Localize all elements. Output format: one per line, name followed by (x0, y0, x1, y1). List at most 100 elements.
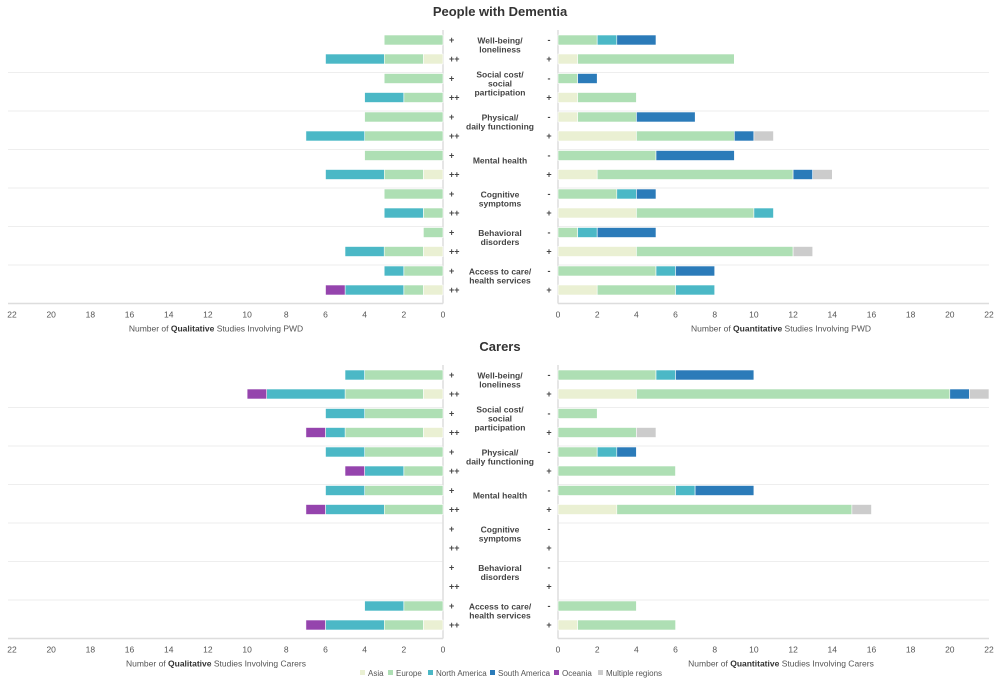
bar-segment-pwd-left-behavioral-disorders-north-america (344, 246, 385, 257)
right-sign-label: + (546, 131, 551, 141)
bar-segment-carers-right-mental-health-europe (616, 504, 853, 515)
bar-segment-pwd-right-mental-health-europe (557, 150, 657, 161)
panel-title-pwd: People with Dementia (433, 4, 568, 19)
left-tick-label: 18 (86, 310, 96, 320)
right-sign-label: - (548, 409, 551, 419)
bar-segment-pwd-right-mental-health-south-america (655, 150, 735, 161)
left-tick-label: 12 (203, 645, 213, 655)
left-tick-label: 10 (242, 645, 252, 655)
left-tick-label: 14 (164, 310, 174, 320)
panel-carers: Well-being/loneliness+ -++ +Social cost/so… (7, 365, 994, 669)
category-label-behavioral-disorders: Behavioral disorders (478, 228, 521, 247)
bar-segment-pwd-right-well-being-loneliness-asia (557, 53, 578, 65)
legend-label-europe: Europe (396, 669, 422, 678)
right-sign-label: - (548, 266, 551, 276)
right-sign-label: - (548, 151, 551, 161)
bar-segment-carers-right-social-cost-social-participation-europe (557, 408, 598, 419)
right-sign-label: + (546, 247, 551, 257)
bar-segment-pwd-left-behavioral-disorders-asia (423, 246, 444, 257)
legend: Asia Europe North America South America Ocea… (360, 669, 662, 678)
bar-segment-pwd-left-access-to-care-health-services-north-america (344, 284, 405, 296)
left-sign-label: ++ (449, 543, 460, 553)
left-tick-label: 0 (441, 310, 446, 320)
right-sign-label: + (546, 620, 551, 630)
panel-pwd: Well-being/loneliness+ -++ +Social cost/so… (7, 30, 994, 334)
bar-segment-carers-left-access-to-care-health-services-oceania (305, 619, 326, 631)
left-sign-label: ++ (449, 466, 460, 476)
left-sign-label: ++ (449, 54, 460, 64)
left-sign-label: + (449, 266, 454, 276)
legend-swatch-oceania (554, 670, 559, 675)
bar-segment-pwd-left-access-to-care-health-services-europe (403, 265, 444, 277)
right-tick-label: 20 (945, 310, 955, 320)
bar-segment-pwd-right-cognitive-symptoms-europe (636, 207, 755, 219)
bar-segment-pwd-left-physical-daily-functioning-europe (364, 130, 444, 142)
bar-segment-pwd-right-behavioral-disorders-asia (557, 246, 637, 257)
right-sign-label: - (548, 35, 551, 45)
left-sign-label: + (449, 486, 454, 496)
right-sign-label: + (546, 582, 551, 592)
left-sign-label: ++ (449, 620, 460, 630)
bar-segment-pwd-left-physical-daily-functioning-north-america (305, 130, 365, 142)
legend-label-multiple-regions: Multiple regions (606, 669, 662, 678)
category-label-physical-daily-functioning: Physical/daily functioning (466, 113, 534, 132)
bar-segment-carers-right-well-being-loneliness-multiple-regions (969, 388, 990, 400)
bar-segment-pwd-left-well-being-loneliness-asia (423, 53, 444, 65)
bar-segment-pwd-right-physical-daily-functioning-south-america (636, 111, 696, 123)
category-label-social-cost-social-participation: Social cost/social participation (474, 405, 525, 433)
bar-segment-carers-left-well-being-loneliness-asia (423, 388, 444, 400)
right-sign-label: + (546, 389, 551, 399)
left-tick-label: 10 (242, 310, 252, 320)
left-sign-label: + (449, 112, 454, 122)
left-sign-label: + (449, 74, 454, 84)
left-sign-label: ++ (449, 247, 460, 257)
bar-segment-pwd-right-physical-daily-functioning-europe (636, 130, 735, 142)
right-sign-label: + (546, 505, 551, 515)
bar-segment-pwd-right-behavioral-disorders-north-america (577, 227, 598, 238)
bar-segment-pwd-right-access-to-care-health-services-north-america (655, 265, 676, 277)
bar-segment-pwd-left-mental-health-asia (423, 169, 444, 180)
bar-segment-pwd-right-behavioral-disorders-south-america (596, 227, 657, 238)
bar-segment-carers-right-physical-daily-functioning-europe (557, 446, 598, 458)
bar-segment-carers-right-mental-health-asia (557, 504, 618, 515)
bar-segment-carers-left-physical-daily-functioning-europe (403, 465, 444, 477)
bar-segment-carers-right-mental-health-europe (557, 485, 676, 496)
right-tick-label: 0 (556, 310, 561, 320)
left-tick-label: 4 (362, 310, 367, 320)
left-tick-label: 20 (46, 645, 56, 655)
bar-segment-carers-left-access-to-care-health-services-europe (383, 619, 424, 631)
right-tick-label: 18 (906, 310, 916, 320)
bar-segment-pwd-right-mental-health-asia (557, 169, 598, 180)
bar-segment-carers-left-well-being-loneliness-europe (364, 369, 444, 381)
left-tick-label: 12 (203, 310, 213, 320)
legend-label-south-america: South America (498, 669, 551, 678)
bar-segment-pwd-right-behavioral-disorders-multiple-regions (792, 246, 813, 257)
left-sign-label: ++ (449, 428, 460, 438)
right-tick-label: 20 (945, 645, 955, 655)
left-tick-label: 22 (7, 310, 17, 320)
bar-segment-pwd-right-social-cost-social-participation-south-america (577, 73, 598, 84)
left-sign-label: + (449, 563, 454, 573)
right-tick-label: 4 (634, 645, 639, 655)
bar-segment-carers-left-social-cost-social-participation-north-america (325, 427, 346, 438)
right-sign-label: + (546, 285, 551, 295)
category-label-access-to-care-health-services: Access to care/health services (469, 267, 532, 286)
legend-swatch-north-america (428, 670, 433, 675)
bar-segment-pwd-right-cognitive-symptoms-south-america (636, 188, 657, 200)
bar-segment-carers-right-mental-health-south-america (694, 485, 755, 496)
right-tick-label: 2 (595, 310, 600, 320)
right-sign-label: + (546, 208, 551, 218)
bar-segment-pwd-right-mental-health-europe (596, 169, 794, 180)
legend-label-north-america: North America (436, 669, 487, 678)
bar-segment-pwd-right-physical-daily-functioning-multiple-regions (753, 130, 774, 142)
bar-segment-carers-right-physical-daily-functioning-europe (557, 465, 676, 477)
right-tick-label: 10 (749, 645, 759, 655)
category-label-cognitive-symptoms: Cognitive symptoms (479, 525, 522, 544)
right-sign-label: - (548, 370, 551, 380)
bar-segment-carers-left-physical-daily-functioning-north-america (325, 446, 366, 458)
left-tick-label: 16 (125, 310, 135, 320)
left-sign-label: ++ (449, 170, 460, 180)
legend-swatch-south-america (490, 670, 495, 675)
left-sign-label: + (449, 370, 454, 380)
